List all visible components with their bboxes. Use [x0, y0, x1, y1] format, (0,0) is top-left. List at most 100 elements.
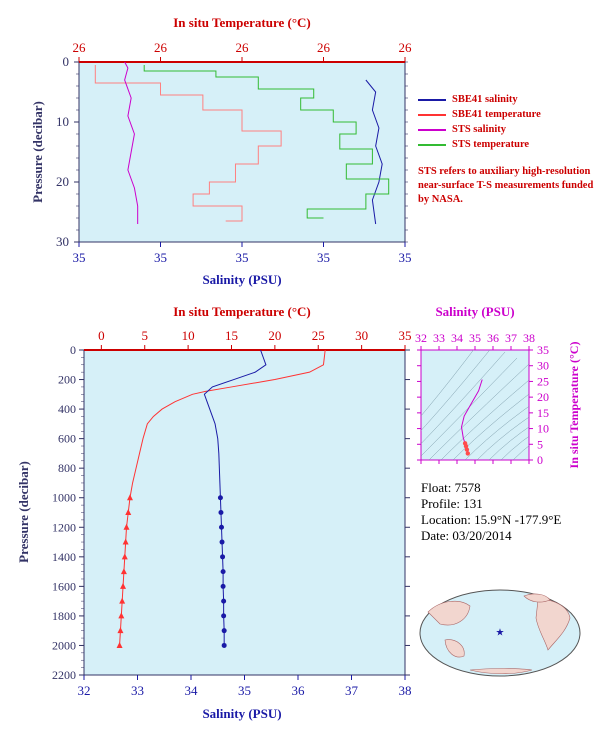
main-pres-tick-label: 1400: [52, 550, 76, 564]
legend-swatch: [418, 113, 446, 116]
temperature-line: [119, 349, 326, 646]
main-pres-tick-label: 2000: [52, 638, 76, 652]
legend-swatch: [418, 143, 446, 146]
main-sal-tick-label: 33: [131, 683, 144, 698]
main-sal-tick-label: 37: [345, 683, 359, 698]
legend: SBE41 salinity SBE41 temperature STS sal…: [418, 92, 541, 152]
ts-ylabel: In situ Temperature (°C): [567, 342, 581, 469]
ts-panel: Salinity (PSU) In situ Temperature (°C) …: [415, 304, 581, 469]
main-plot-area: [83, 349, 406, 676]
legend-label: SBE41 salinity: [452, 94, 518, 105]
main-temp-tick-label: 10: [182, 328, 195, 343]
temperature-point: [119, 597, 126, 604]
main-pres-tick-label: 1000: [52, 491, 76, 505]
ts-density-contour: [440, 379, 529, 460]
ts-x-tick-label: 36: [487, 331, 499, 345]
legend-swatch: [418, 98, 446, 101]
top-temp-tick-label: 26: [236, 40, 250, 55]
float-id: Float: 7578: [421, 480, 481, 495]
top-x-tick-label: 35: [317, 250, 330, 265]
main-pres-tick-label: 1200: [52, 520, 76, 534]
top-y-tick-label: 30: [56, 234, 69, 249]
legend-label: STS temperature: [452, 139, 530, 150]
ts-point: [465, 451, 470, 456]
main-pres-tick-label: 800: [58, 461, 76, 475]
ts-density-contour: [500, 435, 529, 460]
ts-y-tick-label: 25: [537, 374, 549, 388]
ts-y-tick-label: 10: [537, 422, 549, 436]
main-pres-tick-label: 2200: [52, 668, 76, 682]
ts-density-contour: [428, 363, 529, 460]
legend-swatch: [418, 128, 446, 131]
salinity-point: [219, 539, 225, 545]
ts-density-contour: [452, 393, 529, 460]
top-panel: In situ Temperature (°C) Salinity (PSU) …: [30, 15, 412, 287]
sts-note: STS refers to auxiliary high-resolution …: [418, 166, 594, 205]
salinity-point: [218, 510, 224, 515]
ts-y-tick-label: 0: [537, 453, 543, 467]
salinity-point: [220, 583, 226, 589]
main-xlabel: Salinity (PSU): [202, 706, 281, 721]
ts-density-contour: [476, 416, 529, 460]
main-temp-tick-label: 35: [399, 328, 412, 343]
ts-y-tick-label: 35: [537, 343, 549, 357]
main-pres-tick-label: 400: [58, 402, 76, 416]
main-panel: In situ Temperature (°C) Salinity (PSU) …: [16, 304, 412, 721]
main-temp-tick-label: 5: [141, 328, 148, 343]
main-pres-tick-label: 1800: [52, 609, 76, 623]
float-location-marker: ★: [496, 628, 505, 639]
top-y-tick-label: 0: [63, 54, 70, 69]
temperature-point: [126, 494, 133, 501]
ts-x-tick-label: 35: [469, 331, 481, 345]
profile-number: Profile: 131: [421, 496, 483, 511]
map-landmass-north: [523, 593, 551, 603]
ts-density-contour: [421, 350, 491, 431]
ts-title: Salinity (PSU): [435, 304, 514, 319]
map-landmass-americas: [535, 599, 571, 651]
ts-point: [462, 441, 468, 446]
ts-x-tick-label: 32: [415, 331, 427, 345]
salinity-point: [221, 642, 227, 648]
salinity-point: [221, 613, 227, 619]
top-x-tick-label: 35: [236, 250, 249, 265]
main-pres-tick-label: 0: [70, 343, 76, 357]
float-info: Float: 7578 Profile: 131 Location: 15.9°…: [421, 480, 561, 544]
ts-x-tick-label: 34: [451, 331, 463, 345]
temperature-point: [120, 568, 127, 575]
main-pres-tick-label: 200: [58, 373, 76, 387]
top-x-tick-label: 35: [399, 250, 412, 265]
legend-item-sts-salinity: STS salinity: [418, 122, 541, 137]
top-title: In situ Temperature (°C): [173, 15, 311, 30]
legend-item-sbe41-salinity: SBE41 salinity: [418, 92, 541, 107]
temperature-point: [123, 523, 130, 530]
map-landmass-antarctica: [469, 668, 533, 675]
ts-density-contour: [488, 426, 529, 460]
ts-y-tick-label: 5: [537, 437, 543, 451]
ts-density-contour: [421, 351, 506, 445]
salinity-point: [221, 598, 227, 604]
ts-x-tick-label: 37: [505, 331, 517, 345]
ts-density-contour: [421, 357, 518, 457]
salinity-point: [217, 495, 223, 501]
main-sal-tick-label: 38: [399, 683, 412, 698]
map-landmass-asia: [427, 600, 471, 626]
salinity-point: [220, 569, 226, 575]
legend-item-sbe41-temperature: SBE41 temperature: [418, 107, 541, 122]
temperature-point: [122, 538, 129, 545]
temperature-point: [121, 553, 128, 560]
ts-density-contour: [464, 405, 529, 460]
top-temp-tick-label: 26: [399, 40, 413, 55]
main-sal-tick-label: 32: [78, 683, 91, 698]
top-y-tick-label: 20: [56, 174, 69, 189]
main-pres-tick-label: 600: [58, 432, 76, 446]
main-temp-tick-label: 0: [98, 328, 105, 343]
ts-y-tick-label: 30: [537, 359, 549, 373]
main-sal-tick-label: 35: [238, 683, 251, 698]
legend-label: STS salinity: [452, 124, 506, 135]
legend-label: SBE41 temperature: [452, 109, 541, 120]
top-x-tick-label: 35: [73, 250, 86, 265]
salinity-point: [218, 524, 224, 530]
main-title: In situ Temperature (°C): [173, 304, 311, 319]
top-y-tick-label: 10: [56, 114, 69, 129]
